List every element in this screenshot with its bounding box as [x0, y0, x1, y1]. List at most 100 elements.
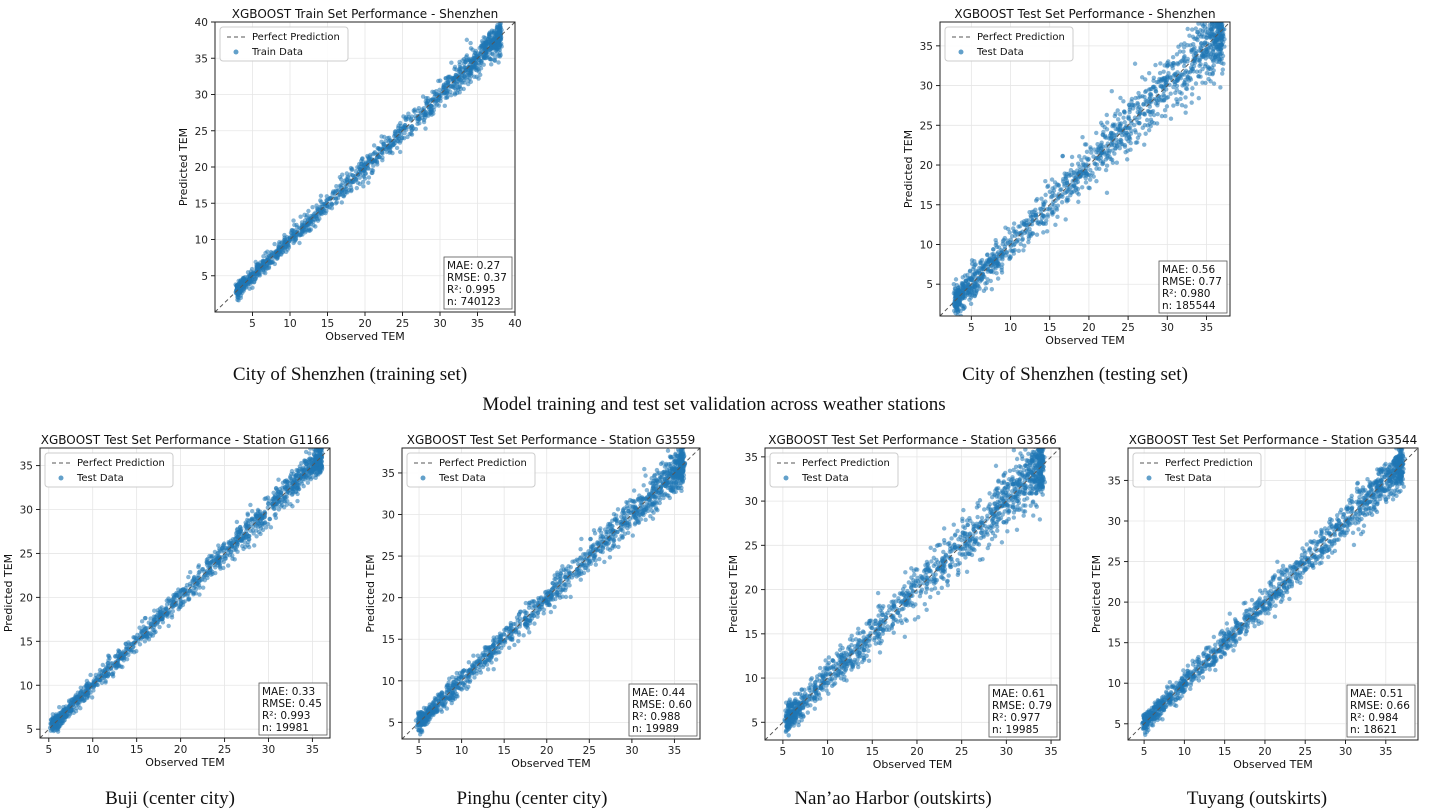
data-point	[193, 578, 198, 583]
data-point	[361, 184, 366, 189]
data-point	[1168, 91, 1173, 96]
data-point	[423, 111, 428, 117]
data-point	[298, 473, 304, 479]
chart-panel-shenzhen-test: XGBOOST Test Set Performance - Shenzhen 5…	[895, 7, 1255, 348]
data-point	[1211, 63, 1216, 68]
data-point	[1129, 96, 1135, 102]
data-point	[310, 466, 316, 472]
data-point	[1179, 91, 1184, 96]
data-point	[379, 150, 384, 155]
data-point	[430, 89, 435, 95]
data-point	[319, 211, 324, 217]
data-point	[313, 472, 319, 478]
data-point	[1081, 165, 1086, 170]
data-point	[1171, 103, 1176, 108]
data-point	[265, 495, 271, 500]
data-point	[1108, 130, 1114, 136]
data-point	[335, 188, 340, 194]
data-point	[1034, 196, 1040, 202]
data-point	[441, 87, 446, 93]
data-point	[163, 605, 169, 611]
data-point	[1219, 3, 1223, 7]
data-point	[320, 201, 325, 207]
x-tick-label: 30	[1161, 322, 1174, 334]
data-point	[449, 60, 454, 65]
data-point	[354, 185, 359, 191]
x-axis-label: Observed TEM	[1045, 334, 1125, 347]
data-point	[989, 268, 994, 273]
data-point	[226, 541, 232, 546]
data-point	[1217, 52, 1222, 58]
data-point	[1094, 130, 1099, 136]
data-point	[293, 236, 299, 241]
legend-label-perfect-prediction: Perfect Prediction	[977, 32, 1065, 43]
data-point	[1076, 199, 1081, 205]
chart-panel-shenzhen-train: XGBOOST Train Set Performance - Shenzhen…	[170, 7, 530, 348]
data-point	[476, 69, 482, 74]
data-point	[1144, 99, 1149, 104]
data-point	[1041, 221, 1046, 226]
data-point	[1142, 142, 1147, 147]
data-point	[192, 585, 197, 591]
data-point	[1201, 52, 1206, 57]
data-point	[960, 291, 966, 296]
data-point	[1216, 11, 1220, 15]
data-point	[423, 126, 428, 131]
data-point	[630, 533, 635, 538]
legend-label-perfect-prediction: Perfect Prediction	[77, 458, 165, 469]
data-point	[106, 653, 111, 658]
data-point	[401, 114, 406, 119]
data-point	[110, 674, 116, 679]
data-point	[361, 168, 367, 174]
data-point	[1059, 200, 1065, 205]
data-point	[1034, 232, 1040, 237]
data-point	[254, 528, 259, 533]
data-point	[592, 531, 598, 536]
data-point	[119, 652, 124, 657]
data-point	[951, 291, 957, 296]
data-point	[1123, 133, 1128, 138]
data-point	[1026, 218, 1031, 223]
data-point	[1136, 90, 1141, 96]
data-point	[278, 490, 284, 496]
y-tick-label: 5	[926, 279, 933, 291]
data-point	[567, 583, 572, 588]
data-point	[1137, 120, 1142, 126]
data-point	[318, 198, 323, 203]
data-point	[398, 132, 404, 137]
x-tick-label: 30	[262, 744, 275, 756]
data-point	[1069, 154, 1075, 160]
data-point	[93, 672, 99, 678]
data-point	[969, 277, 975, 282]
data-point	[1115, 117, 1121, 122]
data-point	[466, 71, 472, 76]
data-point	[197, 569, 203, 574]
x-tick-label: 20	[358, 318, 371, 330]
data-point	[1105, 153, 1110, 159]
data-point	[260, 527, 266, 533]
data-point	[123, 651, 129, 656]
legend-box	[219, 26, 349, 62]
y-axis-label: Predicted TEM	[902, 130, 915, 208]
perfect-prediction-line	[940, 22, 1230, 316]
data-point	[1221, 12, 1225, 16]
data-point	[1071, 170, 1076, 175]
data-point	[142, 639, 148, 644]
data-point	[1124, 157, 1130, 162]
data-point	[1151, 75, 1157, 80]
data-point	[374, 159, 380, 164]
data-point	[331, 196, 336, 201]
data-point	[457, 67, 462, 72]
y-tick-label: 10	[20, 680, 33, 692]
data-point	[1182, 70, 1188, 75]
data-point	[597, 556, 602, 562]
data-point	[1207, 50, 1212, 55]
x-tick-label: 15	[130, 744, 143, 756]
data-point	[983, 281, 988, 286]
data-point	[1052, 193, 1057, 198]
data-point	[118, 656, 124, 661]
data-point	[1219, 22, 1221, 23]
data-point	[166, 596, 171, 601]
chart-title: XGBOOST Test Set Performance - Shenzhen	[954, 7, 1215, 21]
data-point	[318, 208, 323, 213]
